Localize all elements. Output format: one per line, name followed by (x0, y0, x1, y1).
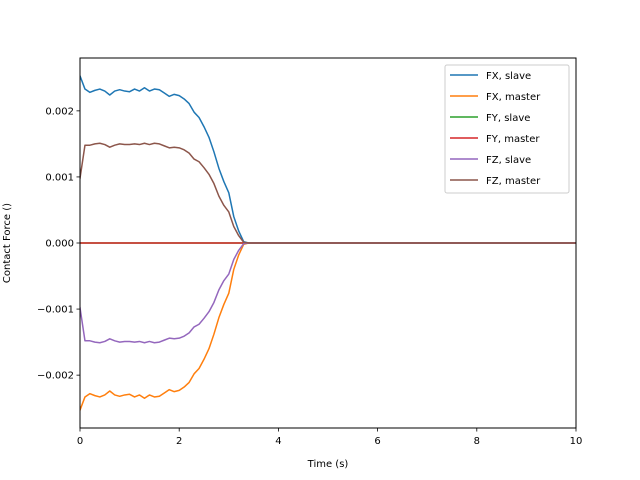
legend-label: FZ, master (486, 176, 541, 187)
series-line-fz-master (80, 142, 576, 244)
y-tick-label: 0.001 (45, 172, 74, 183)
legend-frame (444, 64, 570, 194)
y-axis: −0.002 −0.001 0.000 0.001 0.002 (37, 106, 80, 382)
x-tick-label: 10 (570, 436, 583, 447)
legend-label: FY, slave (486, 113, 530, 124)
y-tick-label: 0.002 (45, 106, 74, 117)
x-axis: 0 2 4 6 8 10 (77, 428, 583, 447)
legend-label: FX, master (486, 92, 541, 103)
y-tick-label: −0.001 (37, 305, 74, 316)
series-line-fx-slave (80, 74, 576, 244)
legend-label: FY, master (486, 134, 540, 145)
x-tick-label: 2 (176, 436, 182, 447)
y-axis-label: Contact Force () (2, 203, 13, 283)
legend-label: FX, slave (486, 71, 531, 82)
y-tick-label: 0.000 (45, 239, 74, 250)
y-tick-label: −0.002 (37, 371, 74, 382)
x-tick-label: 0 (77, 436, 83, 447)
x-axis-label: Time (s) (307, 459, 349, 470)
plot-area (80, 74, 576, 412)
x-tick-label: 8 (474, 436, 480, 447)
x-tick-label: 4 (275, 436, 281, 447)
x-tick-label: 6 (374, 436, 380, 447)
legend-label: FZ, slave (486, 155, 531, 166)
legend: FX, slave FX, master FY, slave FY, master FZ… (444, 64, 570, 194)
series-line-fz-slave (80, 242, 576, 344)
series-line-fx-master (80, 242, 576, 412)
